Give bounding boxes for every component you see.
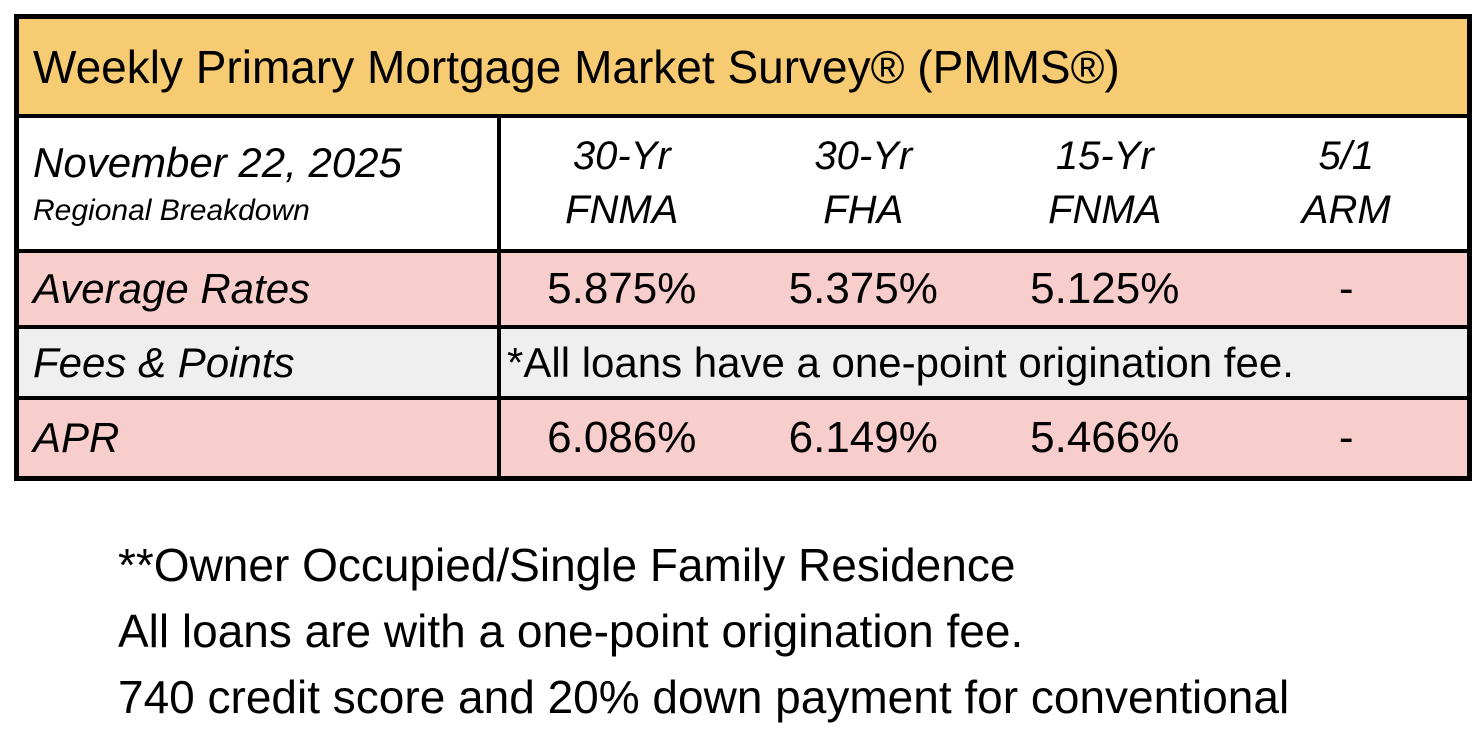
column-header-30yr-fnma: 30-Yr FNMA (501, 118, 743, 249)
column-program: FHA (823, 187, 904, 232)
table-header-row: November 22, 2025 Regional Breakdown 30-… (19, 114, 1467, 249)
apr-row: APR 6.086% 6.149% 5.466% - (19, 396, 1467, 476)
column-term: 30-Yr (572, 134, 671, 179)
column-term: 5/1 (1318, 134, 1375, 179)
fees-points-note: *All loans have a one-point origination … (507, 338, 1294, 386)
column-header-30yr-fha: 30-Yr FHA (743, 118, 985, 249)
average-rate-30yr-fha: 5.375% (788, 264, 938, 313)
table-title-row: Weekly Primary Mortgage Market Survey® (… (19, 19, 1467, 114)
column-program: FNMA (565, 187, 679, 232)
column-program: ARM (1301, 187, 1391, 232)
row-label-average-rates: Average Rates (19, 253, 501, 325)
apr-30yr-fnma: 6.086% (547, 413, 697, 462)
column-program: FNMA (1048, 187, 1162, 232)
pmms-rate-table: Weekly Primary Mortgage Market Survey® (… (14, 14, 1472, 481)
apr-30yr-fha: 6.149% (788, 413, 938, 462)
footnote-line-1: **Owner Occupied/Single Family Residence (118, 539, 1016, 591)
average-rate-30yr-fnma: 5.875% (547, 264, 697, 313)
footnote-line-3: 740 credit score and 20% down payment fo… (118, 671, 1290, 723)
fees-points-row: Fees & Points *All loans have a one-poin… (19, 325, 1467, 396)
apr-values: 6.086% 6.149% 5.466% - (501, 400, 1467, 476)
column-header-15yr-fnma: 15-Yr FNMA (984, 118, 1226, 249)
apr-5-1-arm: - (1338, 413, 1354, 462)
column-term: 30-Yr (814, 134, 913, 179)
report-subtitle: Regional Breakdown (33, 193, 310, 227)
column-header-5-1-arm: 5/1 ARM (1226, 118, 1468, 249)
average-rate-5-1-arm: - (1338, 264, 1354, 313)
row-label-apr: APR (19, 400, 501, 476)
average-rates-values: 5.875% 5.375% 5.125% - (501, 253, 1467, 325)
column-headers: 30-Yr FNMA 30-Yr FHA 15-Yr FNMA 5/1 ARM (501, 118, 1467, 249)
average-rate-15yr-fnma: 5.125% (1030, 264, 1180, 313)
footnotes: **Owner Occupied/Single Family Residence… (118, 532, 1289, 730)
apr-15yr-fnma: 5.466% (1030, 413, 1180, 462)
average-rates-row: Average Rates 5.875% 5.375% 5.125% - (19, 249, 1467, 325)
row-label-fees-points: Fees & Points (19, 329, 501, 396)
report-date: November 22, 2025 (33, 138, 402, 186)
table-title: Weekly Primary Mortgage Market Survey® (… (33, 40, 1120, 93)
column-term: 15-Yr (1055, 134, 1154, 179)
date-cell: November 22, 2025 Regional Breakdown (19, 118, 501, 249)
footnote-line-2: All loans are with a one-point originati… (118, 605, 1024, 657)
